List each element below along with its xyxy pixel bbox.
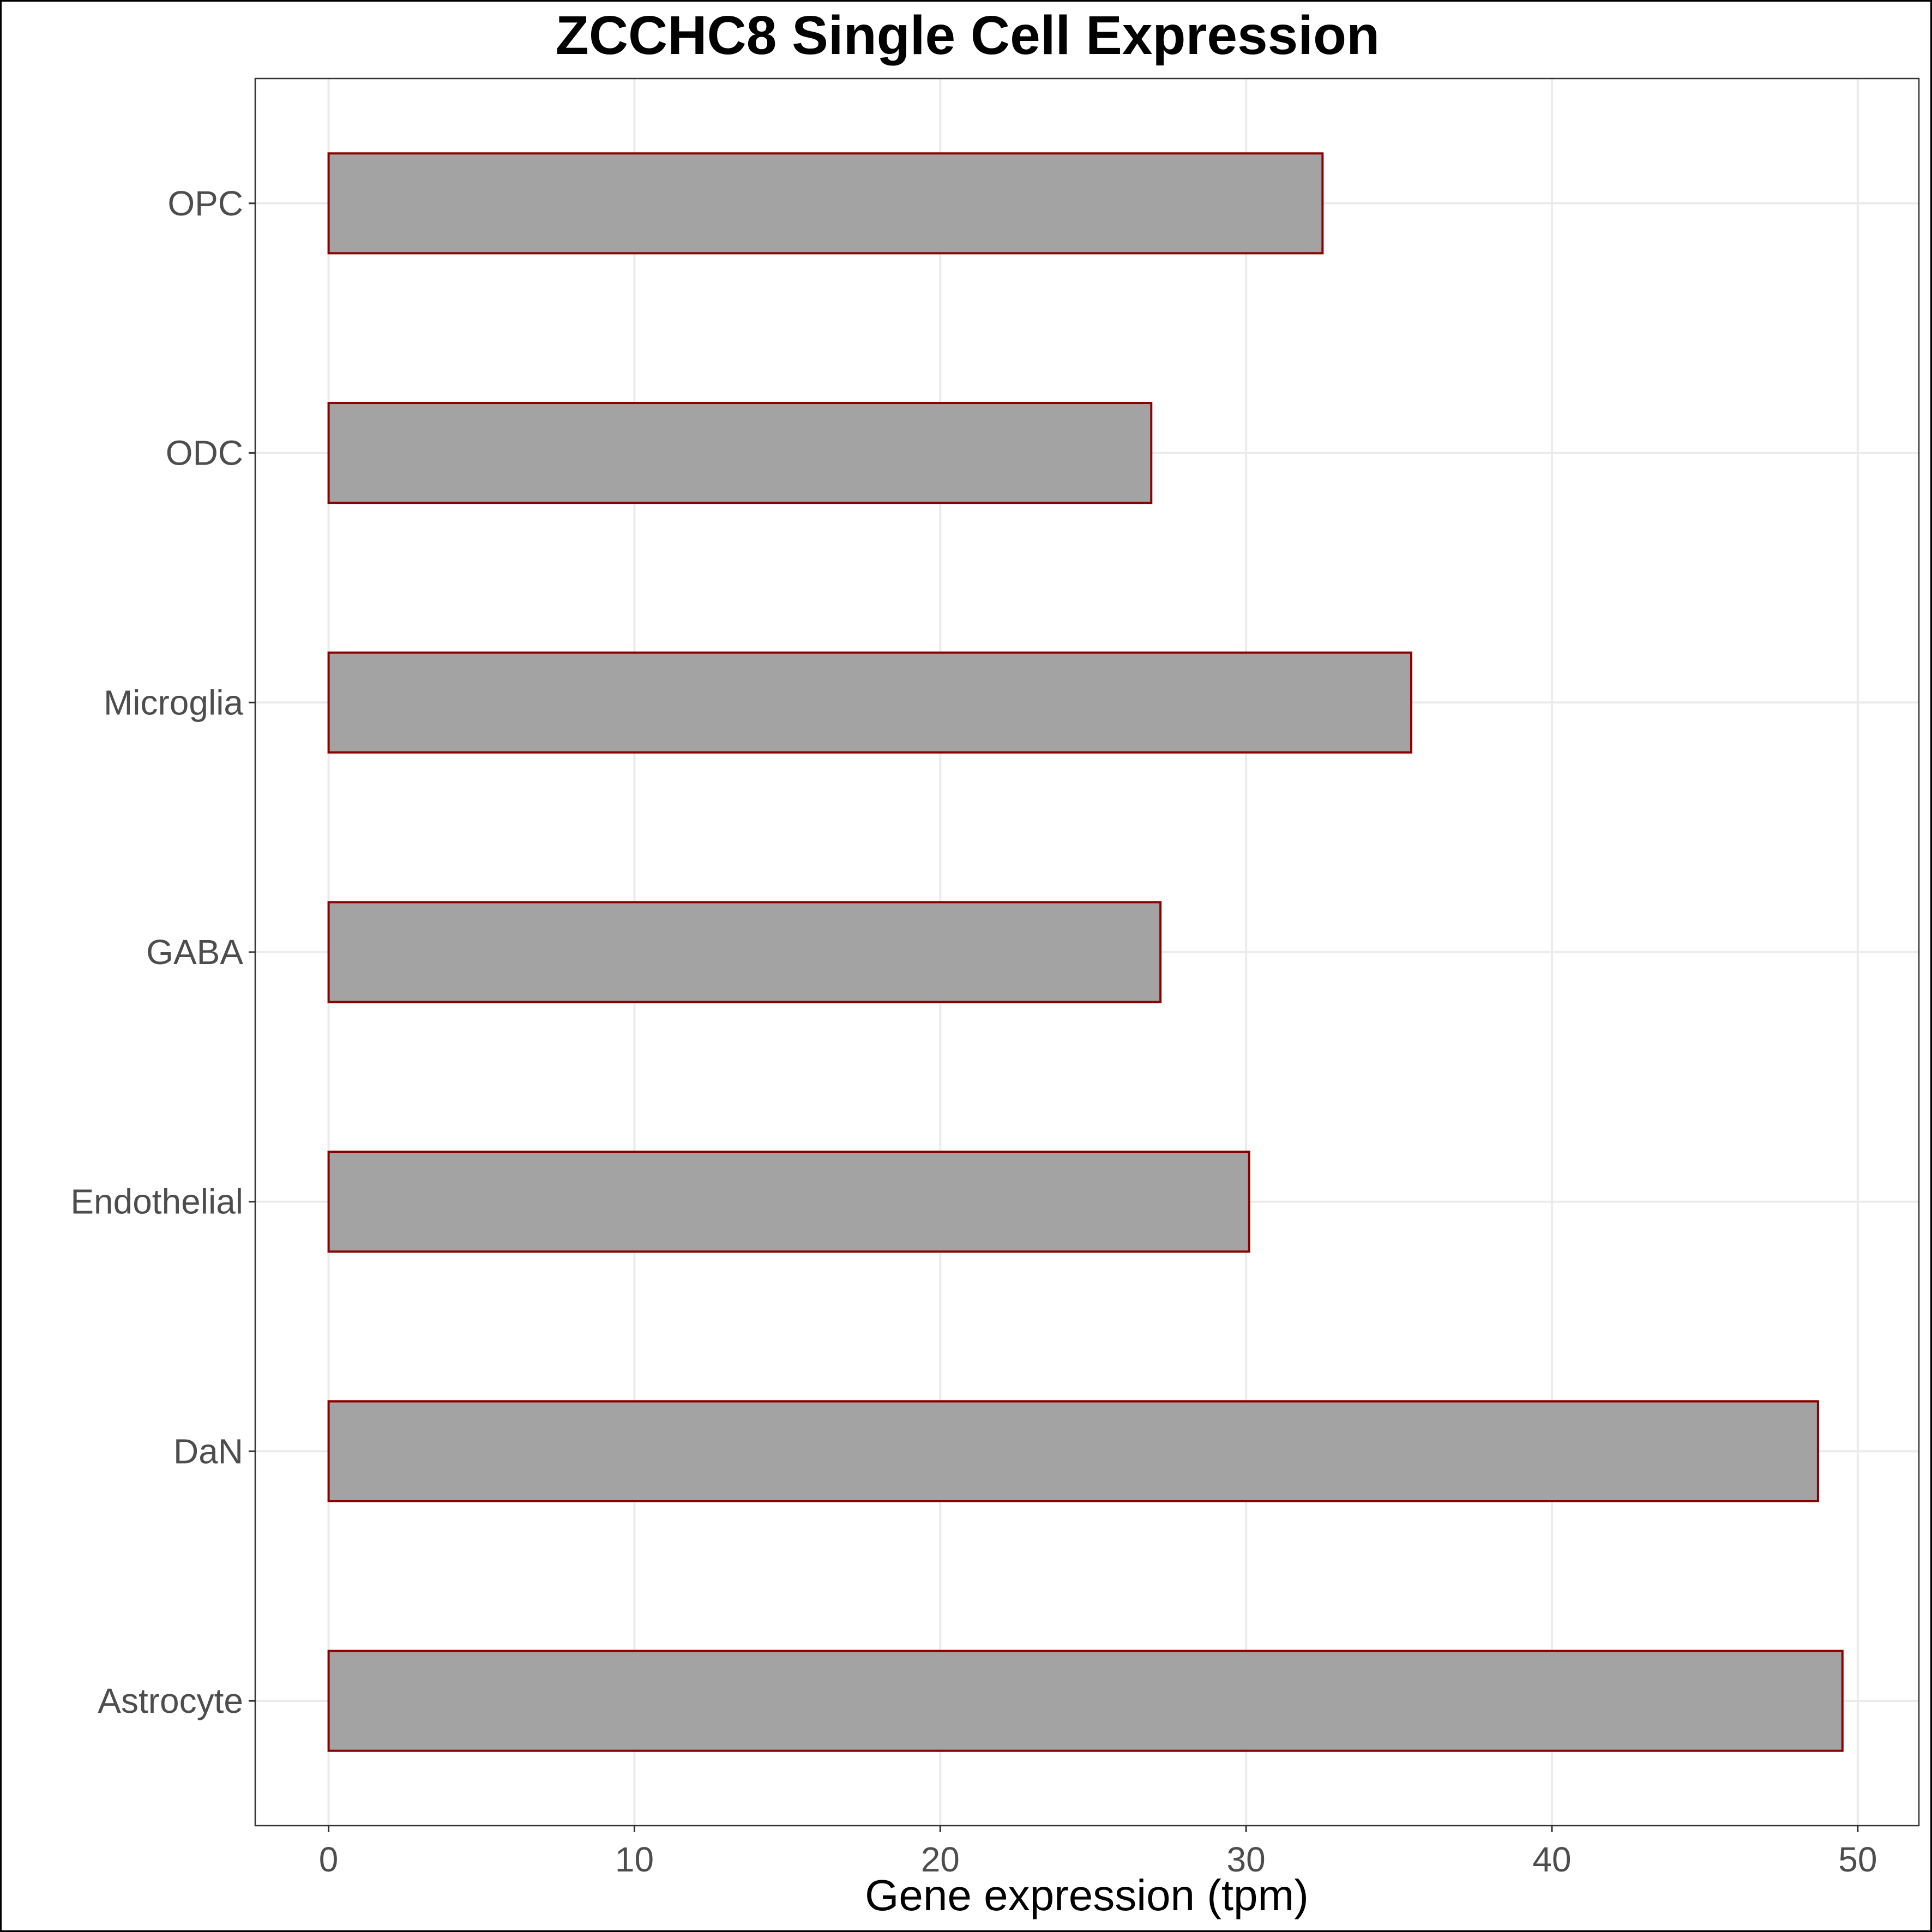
y-tick-label: ODC: [166, 434, 243, 473]
chart-title: ZCCHC8 Single Cell Expression: [555, 5, 1380, 66]
x-tick-label: 10: [615, 1840, 654, 1879]
x-tick-label: 0: [319, 1840, 339, 1879]
x-tick-label: 40: [1532, 1840, 1571, 1879]
bar-endothelial: [327, 1151, 1250, 1253]
y-tick-label: Endothelial: [70, 1182, 243, 1221]
y-tick-label: Astrocyte: [98, 1681, 243, 1720]
bar-opc: [327, 152, 1324, 255]
y-axis: Astrocyte DaN Endothelial GABA Microglia ODC O…: [70, 184, 255, 1720]
x-axis-title: Gene expression (tpm): [865, 1871, 1309, 1919]
bars-layer: [327, 152, 1844, 1752]
bar-microglia: [327, 651, 1412, 754]
x-tick-label: 30: [1227, 1840, 1266, 1879]
bar-odc: [327, 402, 1153, 504]
bar-gaba: [327, 901, 1162, 1003]
x-tick-label: 20: [921, 1840, 960, 1879]
y-tick-label: OPC: [167, 184, 243, 223]
x-tick-label: 50: [1838, 1840, 1877, 1879]
y-tick-label: DaN: [173, 1431, 243, 1471]
bar-astrocyte: [327, 1650, 1844, 1752]
x-axis: 0 10 20 30 40 50: [319, 1826, 1877, 1879]
y-tick-label: Microglia: [104, 683, 243, 722]
y-tick-label: GABA: [146, 932, 243, 972]
bar-dan: [327, 1400, 1819, 1502]
